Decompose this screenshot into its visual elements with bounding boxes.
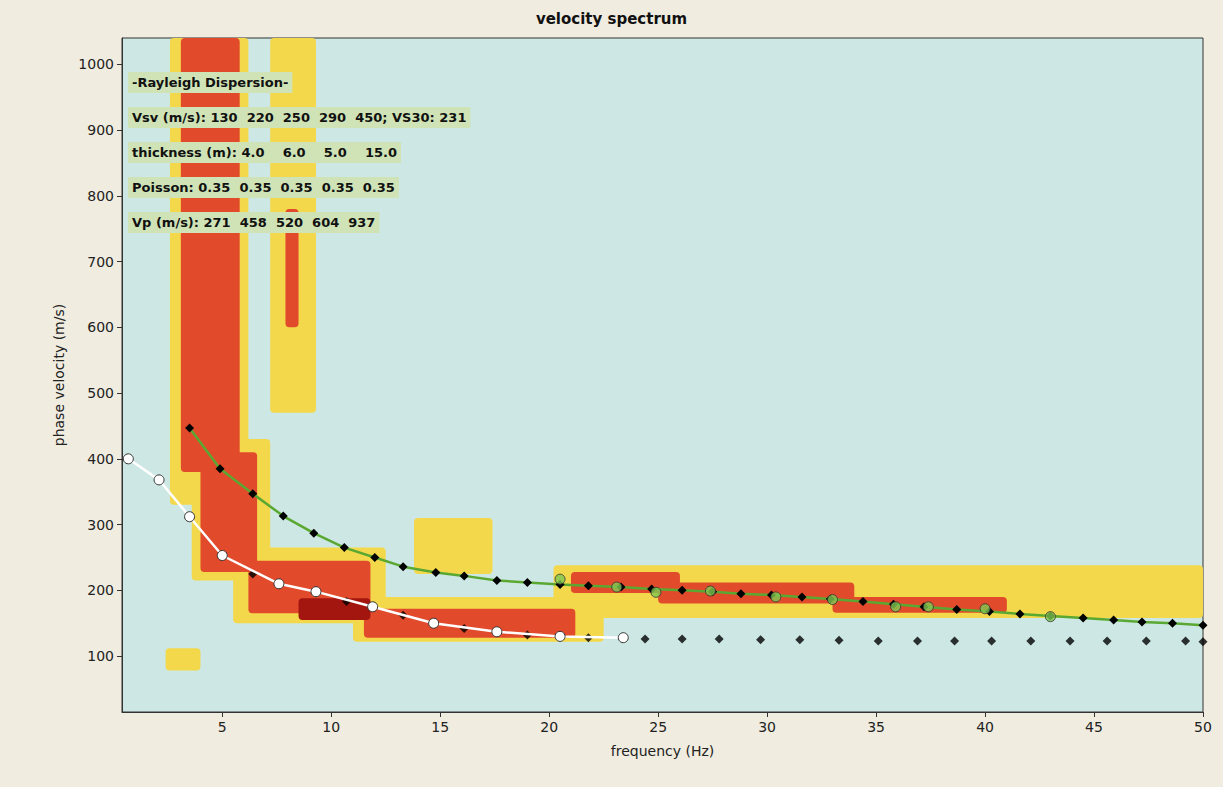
svg-text:400: 400 xyxy=(87,451,114,467)
svg-text:10: 10 xyxy=(322,719,340,735)
svg-text:45: 45 xyxy=(1085,719,1103,735)
svg-text:800: 800 xyxy=(87,188,114,204)
svg-text:Poisson: 0.35 0.35 0.35 0.3: Poisson: 0.35 0.35 0.35 0.35 0.35 xyxy=(132,180,395,195)
svg-text:1000: 1000 xyxy=(78,56,114,72)
svg-text:700: 700 xyxy=(87,254,114,270)
svg-text:35: 35 xyxy=(867,719,885,735)
svg-text:30: 30 xyxy=(758,719,776,735)
svg-text:40: 40 xyxy=(976,719,994,735)
svg-text:300: 300 xyxy=(87,517,114,533)
svg-text:velocity spectrum: velocity spectrum xyxy=(536,10,687,28)
svg-text:20: 20 xyxy=(540,719,558,735)
svg-text:100: 100 xyxy=(87,648,114,664)
svg-text:phase velocity (m/s): phase velocity (m/s) xyxy=(51,304,67,446)
svg-text:15: 15 xyxy=(431,719,449,735)
svg-text:thickness (m): 4.0 6.0 5: thickness (m): 4.0 6.0 5.0 15.0 xyxy=(132,145,397,160)
svg-text:25: 25 xyxy=(649,719,667,735)
svg-text:frequency (Hz): frequency (Hz) xyxy=(611,743,714,759)
svg-text:600: 600 xyxy=(87,319,114,335)
svg-text:5: 5 xyxy=(218,719,227,735)
svg-text:Vsv (m/s): 130 220 250 290: Vsv (m/s): 130 220 250 290 450; VS30: 23… xyxy=(132,110,466,125)
svg-text:-Rayleigh Dispersion-: -Rayleigh Dispersion- xyxy=(132,75,288,90)
svg-text:50: 50 xyxy=(1194,719,1212,735)
svg-text:500: 500 xyxy=(87,385,114,401)
svg-text:Vp (m/s): 271 458 520 604: Vp (m/s): 271 458 520 604 937 xyxy=(132,215,375,230)
svg-text:900: 900 xyxy=(87,122,114,138)
svg-text:200: 200 xyxy=(87,582,114,598)
